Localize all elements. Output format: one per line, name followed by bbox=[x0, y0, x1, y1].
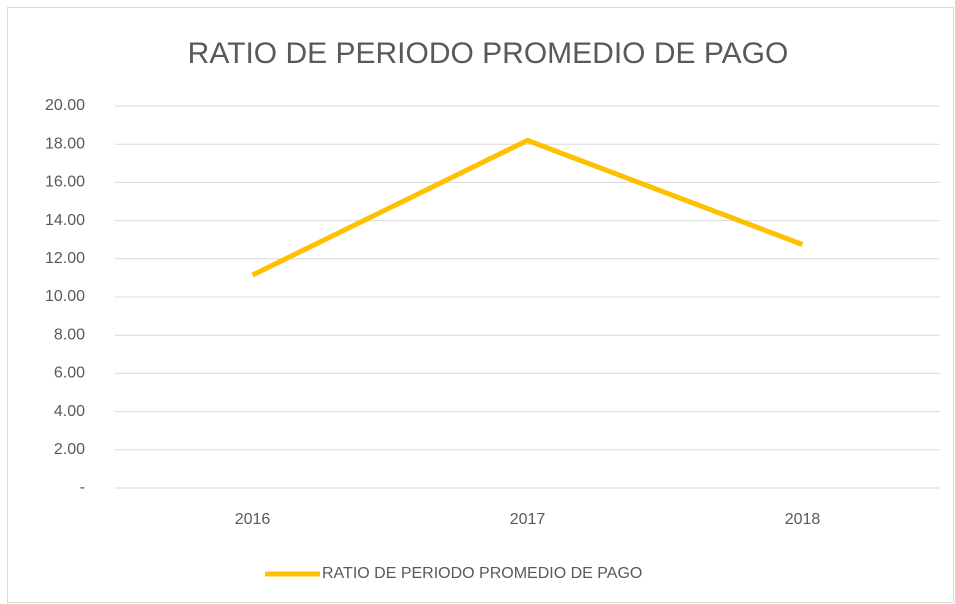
series-line bbox=[251, 137, 804, 278]
y-tick-label: 2.00 bbox=[54, 441, 85, 458]
legend-label: RATIO DE PERIODO PROMEDIO DE PAGO bbox=[322, 565, 642, 582]
y-tick-label: 8.00 bbox=[54, 326, 85, 343]
x-tick-label: 2017 bbox=[510, 511, 546, 528]
chart-border bbox=[7, 7, 954, 603]
x-tick-label: 2016 bbox=[235, 511, 271, 528]
x-tick-label: 2018 bbox=[785, 511, 821, 528]
y-tick-label: 20.00 bbox=[45, 97, 85, 114]
y-tick-label: 18.00 bbox=[45, 135, 85, 152]
y-tick-label: - bbox=[80, 479, 85, 496]
y-tick-label: 16.00 bbox=[45, 174, 85, 191]
y-tick-label: 6.00 bbox=[54, 365, 85, 382]
y-tick-label: 14.00 bbox=[45, 212, 85, 229]
chart-title: RATIO DE PERIODO PROMEDIO DE PAGO bbox=[188, 37, 789, 70]
y-tick-label: 4.00 bbox=[54, 403, 85, 420]
y-tick-label: 10.00 bbox=[45, 288, 85, 305]
y-tick-label: 12.00 bbox=[45, 250, 85, 267]
